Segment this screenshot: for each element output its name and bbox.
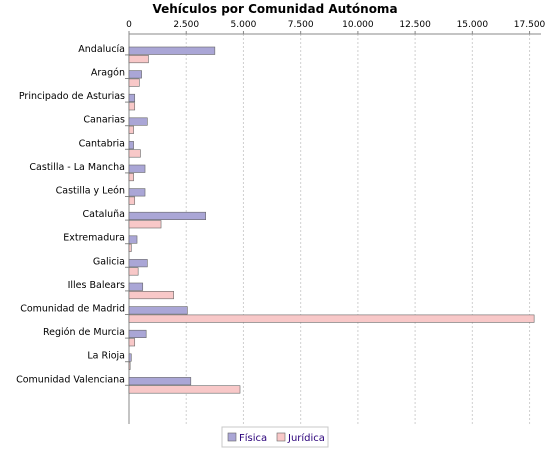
bar-fisica (128, 353, 132, 362)
x-tick-label: 5.000 (231, 20, 257, 30)
category-label: Castilla y León (56, 186, 125, 197)
category-label: Castilla - La Mancha (29, 162, 125, 173)
bar-fisica (128, 46, 216, 55)
bar-fisica (128, 235, 138, 244)
category-label: Comunidad de Madrid (20, 304, 125, 315)
bar-juridica (128, 361, 131, 370)
category-labels: Andalucía Aragón Principado de Asturias Can… (16, 44, 125, 385)
category-label: Comunidad Valenciana (16, 374, 125, 385)
x-tick-label: 17.500 (514, 20, 546, 30)
bar-juridica (128, 102, 136, 111)
legend-box (221, 426, 329, 448)
axes: 0 2.500 5.000 7.500 10.000 12.500 15.000 17.500 (125, 20, 546, 424)
category-label: Andalucía (78, 44, 125, 55)
category-label: La Rioja (87, 351, 125, 362)
legend-label: Física (239, 432, 267, 444)
x-tick-label: 10.000 (342, 20, 374, 30)
grid-lines (185, 34, 531, 424)
x-tick-label: 7.500 (288, 20, 314, 30)
bar-fisica (128, 141, 134, 150)
bar-fisica (128, 93, 136, 102)
bar-juridica (128, 125, 134, 134)
category-label: Galicia (93, 256, 125, 267)
bar-juridica (128, 267, 139, 276)
bar-juridica (128, 173, 134, 182)
bar-juridica (128, 290, 174, 300)
x-tick-label: 0 (126, 20, 132, 30)
chart-title: Vehículos por Comunidad Autónoma (152, 2, 397, 16)
bar-juridica (128, 314, 535, 323)
bar-juridica (128, 220, 162, 229)
bar-fisica (128, 188, 146, 197)
bar-fisica (128, 282, 144, 291)
bar-juridica (128, 338, 136, 347)
bar-fisica (128, 164, 146, 173)
bar-juridica (128, 54, 149, 64)
category-label: Illes Balears (68, 280, 125, 291)
bar-juridica (128, 196, 136, 205)
category-label: Aragón (91, 68, 125, 79)
x-tick-label: 2.500 (173, 20, 199, 30)
bar-fisica (128, 211, 206, 220)
bar-fisica (128, 259, 148, 268)
legend: Física Jurídica (221, 426, 329, 448)
legend-swatch (276, 432, 286, 442)
legend-swatch (227, 432, 237, 442)
x-tick-label: 15.000 (457, 20, 489, 30)
category-label: Canarias (83, 115, 125, 126)
x-tick-label: 12.500 (399, 20, 431, 30)
bar-fisica (128, 117, 148, 126)
category-label: Cataluña (82, 209, 125, 220)
bar-juridica (128, 78, 140, 87)
bar-fisica (128, 329, 147, 339)
legend-label: Jurídica (287, 432, 325, 444)
bars (128, 46, 535, 394)
bar-fisica (128, 70, 142, 79)
category-label: Región de Murcia (43, 327, 125, 338)
bar-fisica (128, 306, 188, 315)
category-label: Principado de Asturias (19, 91, 125, 102)
category-label: Extremadura (63, 233, 125, 244)
bar-juridica (128, 243, 132, 252)
bar-fisica (128, 377, 192, 386)
bar-juridica (128, 385, 241, 394)
category-label: Cantabria (79, 138, 125, 149)
bar-juridica (128, 149, 141, 158)
